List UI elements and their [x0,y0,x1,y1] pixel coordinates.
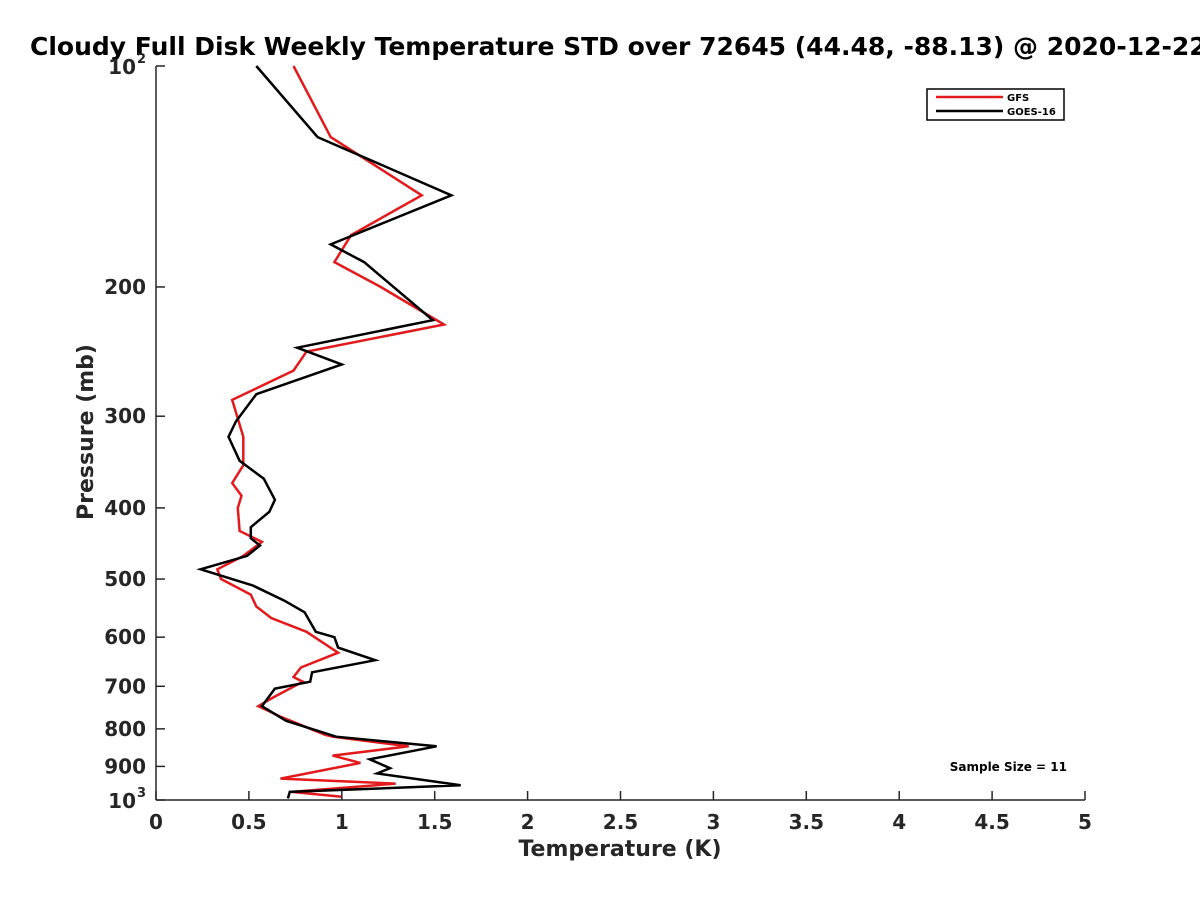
x-axis-label: Temperature (K) [518,837,721,862]
series-layer [196,65,461,799]
x-tick-label: 1 [335,810,349,834]
y-tick-label: 200 [104,275,146,299]
legend-label: GOES-16 [1007,107,1056,118]
x-tick-label: 3 [706,810,720,834]
legend: GFS GOES-16 [926,88,1065,121]
x-tick-label: 2.5 [603,810,638,834]
x-tick-label: 5 [1078,810,1092,834]
x-tick-label: 4 [892,810,906,834]
y-tick-label: 10 [108,789,136,813]
y-tick-exponent: 3 [137,786,146,801]
y-axis-label: Pressure (mb) [74,344,99,520]
x-tick-label: 0.5 [231,810,266,834]
y-tick-label: 500 [104,567,146,591]
x-tick-label: 3.5 [789,810,824,834]
plot-area [155,66,1085,801]
series-line-goes-16 [196,65,461,799]
y-tick-label: 300 [104,404,146,428]
sample-size-annotation: Sample Size = 11 [950,760,1067,774]
x-axis: 0 0.5 1 1.5 2 2.5 3 3.5 4 4.5 5 [149,791,1092,834]
y-tick-label: 700 [104,674,146,698]
x-tick-label: 0 [149,810,163,834]
y-tick-label: 900 [104,754,146,778]
x-tick-label: 2 [521,810,535,834]
legend-box [926,88,1065,121]
y-tick-label: 10 [108,55,136,79]
series-line-gfs [215,65,448,799]
x-tick-label: 4.5 [974,810,1009,834]
y-tick-label: 800 [104,717,146,741]
y-tick-label: 400 [104,496,146,520]
legend-label: GFS [1007,93,1029,104]
y-tick-exponent: 2 [137,52,146,67]
chart-title: Cloudy Full Disk Weekly Temperature STD … [30,32,1200,61]
x-tick-label: 1.5 [417,810,452,834]
y-tick-label: 600 [104,625,146,649]
